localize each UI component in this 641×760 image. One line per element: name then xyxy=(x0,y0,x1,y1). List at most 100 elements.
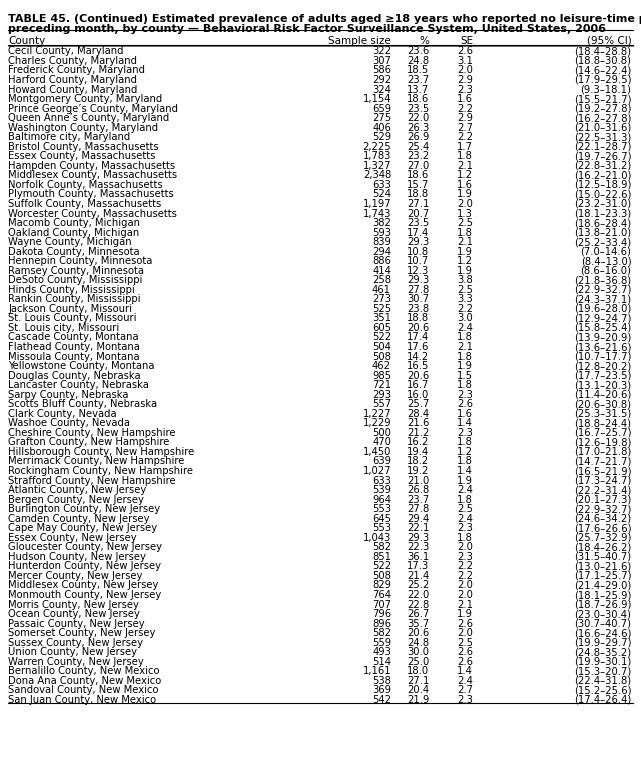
Text: 605: 605 xyxy=(372,323,391,333)
Text: 1.9: 1.9 xyxy=(457,266,473,276)
Text: 24.8: 24.8 xyxy=(407,638,429,648)
Text: Merrimack County, New Hampshire: Merrimack County, New Hampshire xyxy=(8,457,185,467)
Text: Charles County, Maryland: Charles County, Maryland xyxy=(8,56,137,66)
Text: (19.6–28.0): (19.6–28.0) xyxy=(574,304,631,314)
Text: San Juan County, New Mexico: San Juan County, New Mexico xyxy=(8,695,156,705)
Text: (19.9–29.7): (19.9–29.7) xyxy=(574,638,631,648)
Text: 307: 307 xyxy=(372,56,391,66)
Text: 2,348: 2,348 xyxy=(363,170,391,180)
Text: (25.3–31.5): (25.3–31.5) xyxy=(574,409,631,419)
Text: Harford County, Maryland: Harford County, Maryland xyxy=(8,75,137,85)
Text: Ocean County, New Jersey: Ocean County, New Jersey xyxy=(8,609,140,619)
Text: 21.4: 21.4 xyxy=(407,571,429,581)
Text: 16.0: 16.0 xyxy=(407,390,429,400)
Text: (14.7–21.7): (14.7–21.7) xyxy=(574,457,631,467)
Text: Warren County, New Jersey: Warren County, New Jersey xyxy=(8,657,144,667)
Text: 2.5: 2.5 xyxy=(457,504,473,515)
Text: Sarpy County, Nebraska: Sarpy County, Nebraska xyxy=(8,390,129,400)
Text: 23.6: 23.6 xyxy=(407,46,429,56)
Text: 23.7: 23.7 xyxy=(407,75,429,85)
Text: Dona Ana County, New Mexico: Dona Ana County, New Mexico xyxy=(8,676,162,686)
Text: 524: 524 xyxy=(372,189,391,199)
Text: 559: 559 xyxy=(372,638,391,648)
Text: Union County, New Jersey: Union County, New Jersey xyxy=(8,648,137,657)
Text: 1.9: 1.9 xyxy=(457,476,473,486)
Text: Montgomery County, Maryland: Montgomery County, Maryland xyxy=(8,94,163,104)
Text: (22.5–31.3): (22.5–31.3) xyxy=(574,132,631,142)
Text: 414: 414 xyxy=(372,266,391,276)
Text: (22.1–28.7): (22.1–28.7) xyxy=(574,142,631,152)
Text: 22.8: 22.8 xyxy=(407,600,429,610)
Text: 30.7: 30.7 xyxy=(407,294,429,304)
Text: Macomb County, Michigan: Macomb County, Michigan xyxy=(8,218,140,228)
Text: (21.8–36.8): (21.8–36.8) xyxy=(574,275,631,285)
Text: Lancaster County, Nebraska: Lancaster County, Nebraska xyxy=(8,380,149,390)
Text: (22.4–31.8): (22.4–31.8) xyxy=(574,676,631,686)
Text: 2.1: 2.1 xyxy=(457,161,473,171)
Text: 16.7: 16.7 xyxy=(407,380,429,390)
Text: Morris County, New Jersey: Morris County, New Jersey xyxy=(8,600,139,610)
Text: Flathead County, Montana: Flathead County, Montana xyxy=(8,342,140,352)
Text: (22.9–32.7): (22.9–32.7) xyxy=(574,285,631,295)
Text: Hillsborough County, New Hampshire: Hillsborough County, New Hampshire xyxy=(8,447,195,457)
Text: Yellowstone County, Montana: Yellowstone County, Montana xyxy=(8,361,155,371)
Text: 2.2: 2.2 xyxy=(457,571,473,581)
Text: Plymouth County, Massachusetts: Plymouth County, Massachusetts xyxy=(8,189,174,199)
Text: 3.8: 3.8 xyxy=(457,275,473,285)
Text: 2.9: 2.9 xyxy=(457,75,473,85)
Text: 1.4: 1.4 xyxy=(457,667,473,676)
Text: (24.3–37.1): (24.3–37.1) xyxy=(574,294,631,304)
Text: (31.5–40.7): (31.5–40.7) xyxy=(574,552,631,562)
Text: 985: 985 xyxy=(372,371,391,381)
Text: (24.6–34.2): (24.6–34.2) xyxy=(574,514,631,524)
Text: 522: 522 xyxy=(372,562,391,572)
Text: 351: 351 xyxy=(372,313,391,324)
Text: 839: 839 xyxy=(372,237,391,247)
Text: (18.7–26.9): (18.7–26.9) xyxy=(574,600,631,610)
Text: 1,450: 1,450 xyxy=(363,447,391,457)
Text: 292: 292 xyxy=(372,75,391,85)
Text: 10.7: 10.7 xyxy=(407,256,429,266)
Text: Rockingham County, New Hampshire: Rockingham County, New Hampshire xyxy=(8,466,194,476)
Text: Wayne County, Michigan: Wayne County, Michigan xyxy=(8,237,132,247)
Text: St. Louis County, Missouri: St. Louis County, Missouri xyxy=(8,313,137,324)
Text: (95% CI): (95% CI) xyxy=(587,36,631,46)
Text: (7.0–14.6): (7.0–14.6) xyxy=(581,247,631,257)
Text: 829: 829 xyxy=(372,581,391,591)
Text: 1.8: 1.8 xyxy=(457,457,473,467)
Text: Hudson County, New Jersey: Hudson County, New Jersey xyxy=(8,552,146,562)
Text: 2.4: 2.4 xyxy=(457,485,473,495)
Text: 1.2: 1.2 xyxy=(457,170,473,180)
Text: 24.8: 24.8 xyxy=(407,56,429,66)
Text: 1.7: 1.7 xyxy=(457,142,473,152)
Text: 25.7: 25.7 xyxy=(407,399,429,410)
Text: 16.2: 16.2 xyxy=(407,438,429,448)
Text: (8.6–16.0): (8.6–16.0) xyxy=(581,266,631,276)
Text: 593: 593 xyxy=(372,227,391,238)
Text: 1,027: 1,027 xyxy=(363,466,391,476)
Text: 14.2: 14.2 xyxy=(407,352,429,362)
Text: 1.9: 1.9 xyxy=(457,361,473,371)
Text: 324: 324 xyxy=(372,84,391,94)
Text: 2.5: 2.5 xyxy=(457,638,473,648)
Text: 27.8: 27.8 xyxy=(407,504,429,515)
Text: Baltimore city, Maryland: Baltimore city, Maryland xyxy=(8,132,131,142)
Text: 2.1: 2.1 xyxy=(457,342,473,352)
Text: 2.3: 2.3 xyxy=(457,695,473,705)
Text: 2.3: 2.3 xyxy=(457,84,473,94)
Text: 2.0: 2.0 xyxy=(457,543,473,553)
Text: 2.4: 2.4 xyxy=(457,323,473,333)
Text: 29.3: 29.3 xyxy=(407,533,429,543)
Text: 645: 645 xyxy=(372,514,391,524)
Text: (16.6–24.6): (16.6–24.6) xyxy=(574,629,631,638)
Text: (19.2–27.8): (19.2–27.8) xyxy=(574,103,631,113)
Text: (20.1–27.3): (20.1–27.3) xyxy=(574,495,631,505)
Text: (22.9–32.7): (22.9–32.7) xyxy=(574,504,631,515)
Text: 514: 514 xyxy=(372,657,391,667)
Text: 2.7: 2.7 xyxy=(457,686,473,695)
Text: 273: 273 xyxy=(372,294,391,304)
Text: (16.7–25.7): (16.7–25.7) xyxy=(574,428,631,438)
Text: 508: 508 xyxy=(372,352,391,362)
Text: Oakland County, Michigan: Oakland County, Michigan xyxy=(8,227,140,238)
Text: (17.6–26.6): (17.6–26.6) xyxy=(574,524,631,534)
